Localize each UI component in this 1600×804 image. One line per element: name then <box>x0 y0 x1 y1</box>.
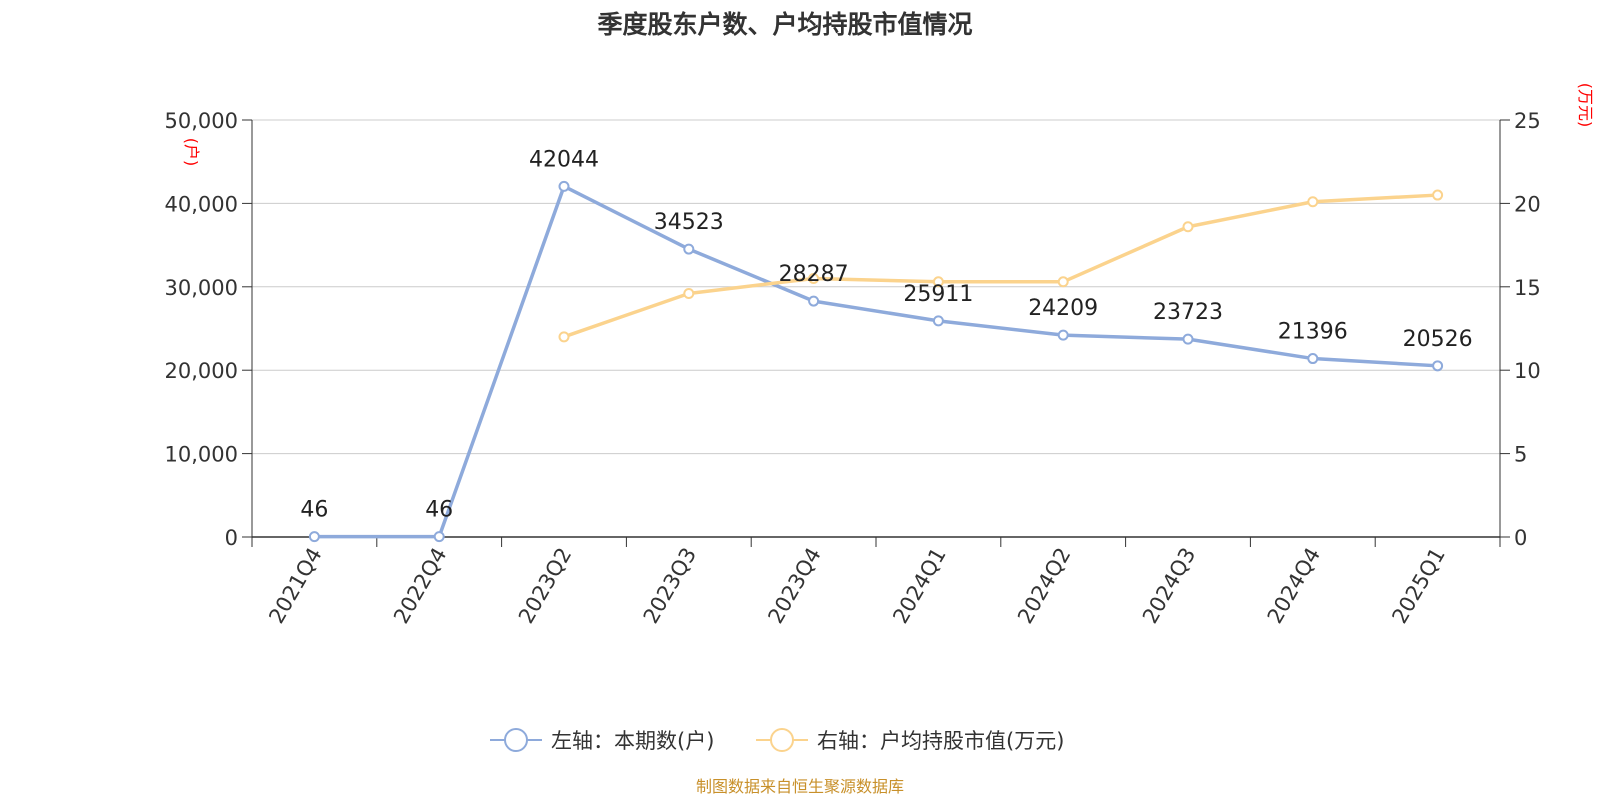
series-1-point <box>1182 221 1194 233</box>
series-1-point <box>1432 189 1444 201</box>
series-1-point <box>1307 196 1319 208</box>
series-1-point <box>808 272 820 284</box>
left-axis-tick-label: 10,000 <box>165 443 238 467</box>
legend-marker-left <box>504 728 528 752</box>
x-axis-tick-label: 2024Q3 <box>1138 544 1200 628</box>
axis-layer: 010,00020,00030,00040,00050,000051015202… <box>165 109 1541 628</box>
right-axis-unit: (万元) <box>1576 83 1595 128</box>
x-axis-tick-label: 2023Q4 <box>763 544 825 628</box>
x-axis-tick-label: 2023Q3 <box>639 544 701 628</box>
legend: 左轴：本期数(户) 右轴：户均持股市值(万元) <box>490 728 1064 753</box>
legend-item-right[interactable]: 右轴：户均持股市值(万元) <box>756 728 1064 753</box>
series-1-point <box>1057 276 1069 288</box>
legend-marker-right <box>770 728 794 752</box>
x-axis-tick-label: 2022Q4 <box>389 544 451 628</box>
right-axis-tick-label: 5 <box>1514 443 1527 467</box>
series-layer <box>308 180 1444 543</box>
series-0-point <box>1432 360 1444 372</box>
data-label: 34523 <box>654 210 724 235</box>
series-0-point <box>932 315 944 327</box>
series-0-point <box>308 531 320 543</box>
source-text: 制图数据来自恒生聚源数据库 <box>696 777 904 796</box>
legend-label-right: 右轴：户均持股市值(万元) <box>817 729 1064 753</box>
data-label: 21396 <box>1278 320 1348 345</box>
data-label: 46 <box>425 498 453 523</box>
x-axis-tick-label: 2024Q1 <box>888 544 950 628</box>
left-axis-unit: (户) <box>182 138 201 167</box>
right-axis-tick-label: 15 <box>1514 276 1541 300</box>
x-axis-tick-label: 2021Q4 <box>264 544 326 628</box>
data-label: 25911 <box>903 282 973 307</box>
legend-label-left: 左轴：本期数(户) <box>551 729 714 753</box>
series-1-point <box>558 331 570 343</box>
series-0-point <box>1182 333 1194 345</box>
series-0-point <box>808 295 820 307</box>
x-axis-tick-label: 2024Q4 <box>1263 544 1325 628</box>
x-axis-tick-label: 2025Q1 <box>1387 544 1449 628</box>
series-line-1 <box>563 193 1438 339</box>
right-axis-tick-label: 10 <box>1514 359 1541 383</box>
x-axis-tick-label: 2023Q2 <box>514 544 576 628</box>
series-0-point <box>683 243 695 255</box>
data-label: 28287 <box>779 262 849 287</box>
label-layer: 46 46 42044 34523 28287 25911 24209 23723 21396 2… <box>300 147 1472 522</box>
series-0-point <box>1307 353 1319 365</box>
series-1-point <box>683 287 695 299</box>
x-axis-tick-label: 2024Q2 <box>1013 544 1075 628</box>
data-label: 46 <box>300 498 328 523</box>
series-0-point <box>433 531 445 543</box>
left-axis-tick-label: 20,000 <box>165 359 238 383</box>
data-label: 24209 <box>1028 296 1098 321</box>
right-axis-tick-label: 25 <box>1514 109 1541 133</box>
data-label: 42044 <box>529 147 599 172</box>
data-label: 20526 <box>1403 327 1473 352</box>
data-label: 23723 <box>1153 300 1223 325</box>
left-axis-tick-label: 40,000 <box>165 192 238 216</box>
series-1-point <box>932 276 944 288</box>
left-axis-tick-label: 0 <box>225 526 238 550</box>
series-0-point <box>1057 329 1069 341</box>
left-axis-tick-label: 50,000 <box>165 109 238 133</box>
legend-item-left[interactable]: 左轴：本期数(户) <box>490 728 714 753</box>
chart-title: 季度股东户数、户均持股市值情况 <box>597 10 972 39</box>
series-line-0 <box>314 184 1438 539</box>
left-axis-tick-label: 30,000 <box>165 276 238 300</box>
right-axis-tick-label: 20 <box>1514 192 1541 216</box>
grid-layer <box>252 119 1500 455</box>
right-axis-tick-label: 0 <box>1514 526 1527 550</box>
series-0-point <box>558 180 570 192</box>
